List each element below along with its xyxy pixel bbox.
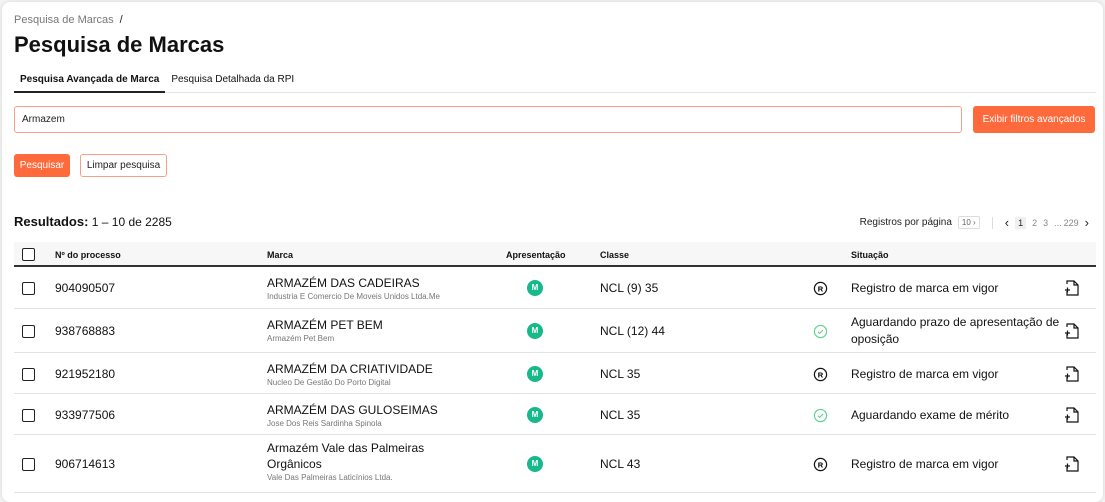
table-header: Nº do processo Marca Apresentação Classe… [14,242,1096,267]
header-process[interactable]: Nº do processo [55,250,121,260]
results-label: Resultados: [14,214,89,229]
process-number[interactable]: 904090507 [55,281,116,295]
brand-owner: Jose Dos Reis Sardinha Spinola [267,419,382,428]
results-range: 1 – 10 de 2285 [91,215,172,229]
process-number[interactable]: 933977506 [55,407,116,422]
class-value: NCL 35 [600,366,641,381]
process-number[interactable]: 938768883 [55,324,116,338]
pagination: Registros por página 10 › ‹ 1 2 3 ... 22… [860,215,1089,230]
svg-text:R: R [818,370,824,379]
registered-icon: R [813,457,828,472]
tabs: Pesquisa Avançada de Marca Pesquisa Deta… [14,68,1096,93]
svg-text:R: R [818,460,824,469]
select-all-checkbox[interactable] [22,248,35,261]
class-value: NCL 43 [600,457,641,471]
brand-owner: Industria E Comercio De Moveis Unidos Lt… [267,292,440,301]
table-row[interactable]: 933977506 ARMAZÉM DAS GULOSEIMAS Jose Dos… [14,394,1096,435]
per-page-select[interactable]: 10 › [957,216,980,229]
breadcrumb-item[interactable]: Pesquisa de Marcas [14,14,114,26]
breadcrumb: Pesquisa de Marcas / [14,14,123,26]
prev-page-icon[interactable]: ‹ [1004,215,1010,230]
process-number[interactable]: 921952180 [55,366,116,381]
search-input[interactable] [14,106,962,133]
table-row[interactable]: 904090507 ARMAZÉM DAS CADEIRAS Industria … [14,267,1096,309]
add-document-icon[interactable] [1064,322,1080,340]
brand-name[interactable]: Armazém Vale das Palmeiras Orgânicos [267,441,425,471]
page-title: Pesquisa de Marcas [14,32,225,57]
breadcrumb-separator: / [119,14,123,26]
page-229[interactable]: 229 [1063,217,1079,228]
process-number[interactable]: 906714613 [55,457,116,471]
status-text: Registro de marca em vigor [851,457,999,471]
brand-cell: ARMAZÉM PET BEM Armazém Pet Bem [267,317,487,345]
brand-cell: Armazém Vale das Palmeiras Orgânicos Vale… [267,440,437,484]
add-document-icon[interactable] [1064,279,1080,297]
header-status[interactable]: Situação [851,250,889,260]
status-text: Aguardando exame de mérito [851,407,1010,422]
status-text: Registro de marca em vigor [851,281,999,295]
header-presentation[interactable]: Apresentação [506,250,566,260]
page-2[interactable]: 2 [1032,217,1038,228]
tab-advanced-search[interactable]: Pesquisa Avançada de Marca [14,68,166,93]
brand-owner: Armazém Pet Bem [267,334,335,343]
registered-icon: R [813,281,828,296]
tab-rpi-search[interactable]: Pesquisa Detalhada da RPI [171,74,295,85]
brand-name[interactable]: ARMAZÉM DAS GULOSEIMAS [267,403,438,417]
presentation-badge: M [527,323,543,339]
row-checkbox[interactable] [22,367,35,381]
row-checkbox[interactable] [22,458,35,471]
ellipsis: ... [1054,217,1062,228]
check-circle-icon [813,408,828,423]
class-value: NCL 35 [600,407,641,422]
row-checkbox[interactable] [22,282,35,295]
clear-search-button[interactable]: Limpar pesquisa [80,154,167,177]
page-1[interactable]: 1 [1015,216,1027,229]
add-document-icon[interactable] [1064,365,1080,383]
row-checkbox[interactable] [22,325,35,338]
registered-icon: R [813,367,828,382]
results-count: Resultados: 1 – 10 de 2285 [14,214,172,229]
table-row[interactable]: 906714613 Armazém Vale das Palmeiras Org… [14,435,1096,493]
brand-cell: ARMAZÉM DAS CADEIRAS Industria E Comercio… [267,275,487,303]
class-value: NCL (12) 44 [600,324,665,338]
advanced-filters-button[interactable]: Exibir filtros avançados [973,106,1095,133]
presentation-badge: M [527,365,543,382]
class-value: NCL (9) 35 [600,281,659,295]
per-page-value: 10 [961,218,971,227]
divider [991,216,993,229]
next-page-icon[interactable]: › [1084,215,1089,230]
brand-name[interactable]: ARMAZÉM DAS CADEIRAS [267,276,420,290]
presentation-badge: M [527,406,543,423]
add-document-icon[interactable] [1064,406,1080,424]
per-page-label: Registros por página [859,217,952,228]
add-document-icon[interactable] [1064,455,1080,473]
brand-name[interactable]: ARMAZÉM DA CRIATIVIDADE [267,362,433,376]
status-text: Aguardando prazo de apresentação de opos… [851,315,1060,346]
table-row[interactable]: 921952180 ARMAZÉM DA CRIATIVIDADE Nucleo … [14,353,1096,394]
header-brand[interactable]: Marca [267,250,294,260]
table-row[interactable]: 938768883 ARMAZÉM PET BEM Armazém Pet Bem… [14,309,1096,353]
presentation-badge: M [527,280,543,296]
presentation-badge: M [527,456,543,472]
row-checkbox[interactable] [22,408,35,422]
check-circle-icon [813,324,828,339]
status-text: Registro de marca em vigor [851,366,999,381]
brand-owner: Nucleo De Gestão Do Porto Digital [267,378,391,387]
search-button[interactable]: Pesquisar [14,154,70,177]
page-3[interactable]: 3 [1043,217,1049,228]
brand-owner: Vale Das Palmeiras Laticínios Ltda. [267,473,393,482]
brand-cell: ARMAZÉM DA CRIATIVIDADE Nucleo De Gestão … [267,361,487,389]
brand-name[interactable]: ARMAZÉM PET BEM [267,318,383,332]
brand-cell: ARMAZÉM DAS GULOSEIMAS Jose Dos Reis Sard… [267,402,487,430]
svg-text:R: R [818,284,824,293]
header-class[interactable]: Classe [600,250,630,260]
